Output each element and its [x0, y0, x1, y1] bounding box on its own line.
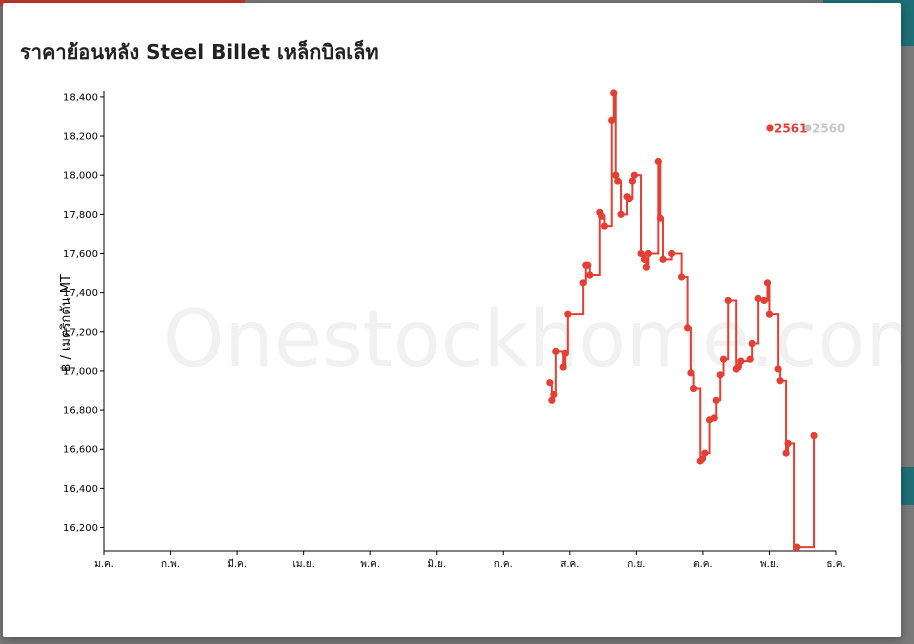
data-point[interactable] [552, 347, 560, 355]
data-point[interactable] [782, 449, 790, 457]
data-point[interactable] [608, 116, 616, 125]
legend-item-2560[interactable]: 2560 [804, 122, 845, 136]
data-point[interactable] [765, 310, 774, 318]
data-point[interactable] [656, 214, 664, 222]
y-tick-label: 17,400 [63, 288, 98, 299]
price-history-chart: Onestockhome.com 16,200 16,400 16,600 16,80… [59, 89, 901, 570]
data-point[interactable] [746, 355, 754, 363]
x-tick-label: ธ.ค. [826, 559, 845, 570]
data-point[interactable] [701, 449, 709, 457]
data-point[interactable] [719, 355, 728, 363]
data-point[interactable] [754, 294, 762, 303]
data-point[interactable] [546, 379, 554, 387]
data-point[interactable] [784, 439, 792, 447]
data-point[interactable] [630, 171, 638, 179]
watermark-text: Onestockhome.com [163, 295, 901, 385]
y-tick-label: 16,200 [63, 523, 98, 534]
y-tick-label: 16,400 [63, 484, 98, 495]
data-point[interactable] [559, 363, 567, 371]
data-point[interactable] [600, 222, 609, 230]
x-tick-label: เม.ย. [293, 559, 315, 570]
data-point[interactable] [612, 171, 620, 179]
y-tick-label: 17,600 [63, 249, 98, 260]
y-tick-label: 16,600 [63, 445, 98, 456]
data-point[interactable] [716, 371, 724, 379]
x-tick-label: พ.ค. [360, 559, 380, 570]
x-tick-label: ม.ค. [94, 559, 114, 570]
x-tick-label: มิ.ย. [427, 559, 446, 570]
data-point[interactable] [579, 279, 587, 287]
data-point[interactable] [698, 455, 706, 463]
data-point[interactable] [644, 249, 652, 258]
y-tick-label: 18,000 [63, 171, 98, 182]
background-side-block [900, 467, 914, 505]
data-point[interactable] [642, 263, 650, 271]
data-point[interactable] [760, 296, 768, 305]
data-point[interactable] [793, 543, 801, 551]
data-point[interactable] [763, 279, 772, 287]
data-point[interactable] [610, 89, 618, 97]
data-point[interactable] [548, 396, 556, 404]
data-point[interactable] [684, 324, 692, 332]
data-point[interactable] [628, 177, 636, 185]
y-tick-label: 17,800 [63, 210, 98, 221]
price-history-modal: ราคาย้อนหลัง Steel Billet เหล็กบิลเล็ท O… [3, 3, 901, 637]
legend-item-2561[interactable]: 2561 [766, 122, 807, 136]
data-point[interactable] [734, 363, 742, 371]
data-point[interactable] [586, 271, 594, 279]
data-point[interactable] [564, 310, 572, 318]
data-point[interactable] [654, 157, 662, 166]
data-point[interactable] [614, 177, 622, 185]
x-tick-label: ส.ค. [560, 559, 579, 570]
data-point[interactable] [584, 261, 592, 269]
data-point[interactable] [550, 390, 558, 399]
data-point[interactable] [617, 210, 625, 218]
data-point[interactable] [637, 249, 645, 258]
legend-label: 2560 [812, 122, 845, 136]
modal-title: ราคาย้อนหลัง Steel Billet เหล็กบิลเล็ท [20, 40, 379, 64]
data-point[interactable] [724, 296, 732, 305]
data-point[interactable] [689, 384, 698, 393]
x-tick-label: ก.ค. [494, 559, 513, 570]
y-tick-label: 17,000 [63, 366, 98, 377]
legend-marker [804, 124, 812, 132]
x-tick-label: ต.ค. [693, 559, 713, 570]
data-point[interactable] [790, 551, 797, 558]
data-point[interactable] [776, 377, 784, 385]
data-point[interactable] [774, 365, 782, 373]
y-tick-label: 18,200 [63, 132, 98, 143]
y-axis-label: ฿ / เมตริกตัน MT [59, 274, 74, 372]
chart-legend: 2561 2560 [766, 122, 845, 136]
data-point[interactable] [712, 396, 720, 404]
x-axis: ม.ค. ก.พ. มี.ค. เม.ย. พ.ค. มิ.ย. ก.ค. ส.ค. ก.ย. ต… [94, 550, 846, 570]
x-tick-label: ก.พ. [161, 559, 180, 570]
data-point[interactable] [810, 431, 818, 440]
data-point[interactable] [640, 255, 648, 263]
data-point[interactable] [659, 255, 667, 263]
x-tick-label: ก.ย. [627, 559, 645, 570]
series-2561 [546, 89, 818, 558]
data-point[interactable] [678, 273, 686, 281]
series-layer [546, 89, 818, 558]
x-tick-label: มี.ค. [227, 558, 247, 570]
data-point[interactable] [625, 195, 633, 203]
data-point[interactable] [668, 249, 676, 258]
legend-marker [766, 124, 774, 132]
y-tick-label: 16,800 [63, 406, 98, 417]
data-point[interactable] [687, 369, 695, 377]
y-tick-label: 18,400 [63, 92, 98, 103]
data-point[interactable] [710, 414, 718, 422]
legend-label: 2561 [774, 122, 807, 136]
x-tick-label: พ.ย. [760, 559, 779, 570]
data-point[interactable] [561, 349, 569, 357]
y-axis: 16,200 16,400 16,600 16,800 17,000 17,200 17,4… [63, 91, 105, 551]
data-point[interactable] [748, 339, 756, 348]
data-point[interactable] [598, 212, 606, 220]
y-tick-label: 17,200 [63, 327, 98, 338]
data-point[interactable] [737, 357, 745, 365]
